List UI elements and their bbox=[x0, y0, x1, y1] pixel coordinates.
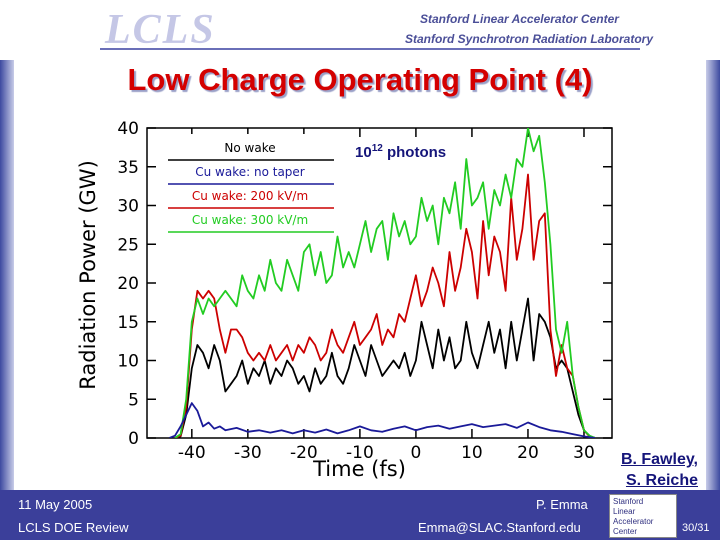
legend-label: Cu wake: 300 kV/m bbox=[192, 213, 308, 227]
slide-title: Low Charge Operating Point (4) bbox=[127, 62, 593, 97]
series-line-0 bbox=[174, 297, 596, 438]
footer-email: Emma@SLAC.Stanford.edu bbox=[418, 520, 581, 535]
footer-bar bbox=[0, 490, 720, 540]
x-axis-title: Time (fs) bbox=[312, 457, 406, 481]
stamp-line: Linear bbox=[613, 507, 636, 516]
header-divider bbox=[100, 48, 640, 50]
lab-name-slac: Stanford Linear Accelerator Center bbox=[420, 12, 619, 26]
series-line-3 bbox=[174, 128, 596, 438]
slac-stamp-logo: Stanford Linear Accelerator Center bbox=[609, 494, 677, 538]
lcls-logo: LCLS bbox=[105, 7, 216, 53]
y-tick-label: 40 bbox=[117, 119, 139, 139]
legend: No wake Cu wake: no taper Cu wake: 200 kV/… bbox=[164, 134, 336, 236]
series-line-2 bbox=[174, 173, 596, 438]
legend-box bbox=[164, 134, 336, 236]
x-tick-label: 20 bbox=[517, 443, 539, 463]
y-tick-label: 5 bbox=[128, 390, 139, 410]
photon-annotation: 1012 photons bbox=[355, 143, 446, 161]
footer-event: LCLS DOE Review bbox=[18, 520, 129, 535]
page-number: 30/31 bbox=[682, 522, 710, 534]
x-tick-label: 10 bbox=[461, 443, 483, 463]
series-line-1 bbox=[169, 402, 596, 438]
y-tick-label: 15 bbox=[117, 313, 139, 333]
legend-label: No wake bbox=[224, 141, 275, 155]
credit-line-1: B. Fawley, bbox=[620, 451, 698, 468]
legend-label: Cu wake: 200 kV/m bbox=[192, 189, 308, 203]
y-tick-label: 10 bbox=[117, 352, 139, 372]
y-tick-label: 0 bbox=[128, 429, 139, 449]
x-tick-label: -20 bbox=[290, 443, 318, 463]
y-tick-label: 20 bbox=[117, 274, 139, 294]
y-tick-label: 35 bbox=[117, 158, 139, 178]
stamp-line: Stanford bbox=[613, 497, 644, 506]
right-border-gradient bbox=[706, 60, 720, 505]
y-axis-title: Radiation Power (GW) bbox=[76, 160, 100, 390]
x-tick-label: -10 bbox=[346, 443, 374, 463]
y-tick-label: 30 bbox=[117, 197, 139, 217]
y-tick-label: 25 bbox=[117, 235, 139, 255]
left-border-gradient bbox=[0, 60, 14, 505]
stamp-line: Accelerator bbox=[613, 517, 654, 526]
x-tick-label: 0 bbox=[411, 443, 422, 463]
stamp-line: Center bbox=[613, 527, 638, 536]
credit-line-2: S. Reiche bbox=[625, 472, 698, 489]
x-tick-label: -30 bbox=[234, 443, 262, 463]
footer-author: P. Emma bbox=[536, 497, 588, 512]
footer-date: 11 May 2005 bbox=[18, 497, 93, 512]
x-tick-label: -40 bbox=[178, 443, 206, 463]
lab-name-ssrl: Stanford Synchrotron Radiation Laborator… bbox=[405, 32, 654, 46]
x-tick-label: 30 bbox=[573, 443, 595, 463]
legend-label: Cu wake: no taper bbox=[195, 165, 305, 179]
